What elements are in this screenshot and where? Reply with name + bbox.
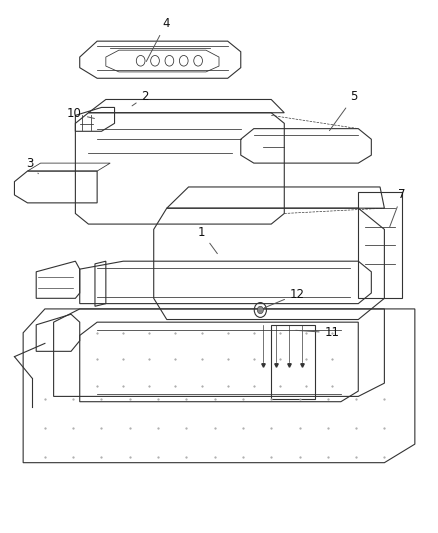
Text: 12: 12 — [264, 288, 305, 308]
Text: 5: 5 — [329, 90, 357, 131]
Text: 1: 1 — [198, 225, 217, 254]
Text: 4: 4 — [146, 17, 170, 61]
Text: 3: 3 — [26, 157, 39, 174]
Text: 7: 7 — [390, 189, 406, 227]
Text: 2: 2 — [132, 90, 149, 106]
Text: 11: 11 — [296, 326, 339, 340]
Text: 10: 10 — [67, 107, 95, 120]
Circle shape — [257, 306, 263, 314]
